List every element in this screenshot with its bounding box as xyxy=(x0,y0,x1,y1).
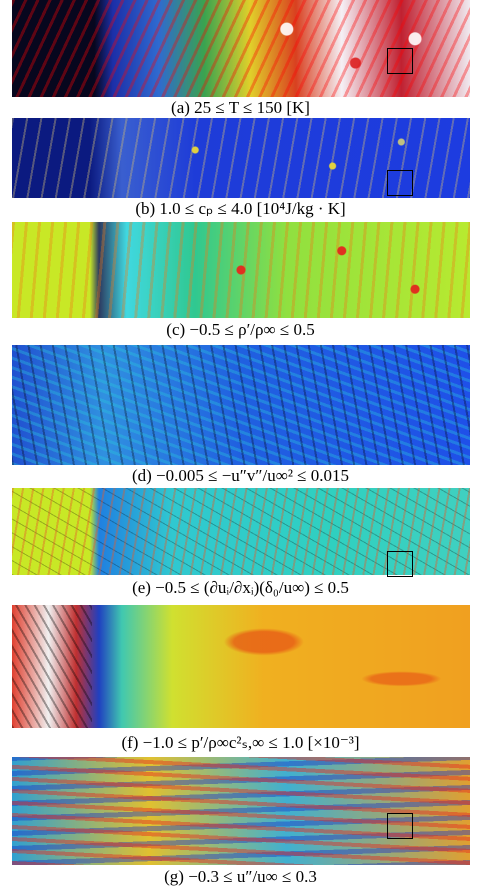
caption: (c) −0.5 ≤ ρ′/ρ∞ ≤ 0.5 xyxy=(166,320,315,339)
flow-field-panel xyxy=(12,605,470,728)
flow-field-panel xyxy=(12,118,470,198)
caption: (b) 1.0 ≤ cₚ ≤ 4.0 [10⁴J/kg · K] xyxy=(135,199,346,218)
highlight-box xyxy=(387,48,413,74)
flow-field-panel xyxy=(12,488,470,577)
flow-field-panel xyxy=(12,222,470,318)
caption: (a) 25 ≤ T ≤ 150 [K] xyxy=(171,98,310,117)
flow-field-panel xyxy=(12,345,470,465)
highlight-box xyxy=(387,170,413,196)
caption: (f) −1.0 ≤ p′/ρ∞c²ₛ,∞ ≤ 1.0 [×10⁻³] xyxy=(121,733,360,752)
caption: (d) −0.005 ≤ −u″v″/u∞² ≤ 0.015 xyxy=(131,466,349,485)
caption: (g) −0.3 ≤ u″/u∞ ≤ 0.3 xyxy=(164,867,317,886)
flow-field-panel xyxy=(12,757,470,865)
highlight-box xyxy=(387,813,413,839)
highlight-box xyxy=(387,551,413,577)
caption: (e) −0.5 ≤ (∂uᵢ/∂xᵢ)(δ₀/u∞) ≤ 0.5 xyxy=(132,578,349,597)
flow-field-panel xyxy=(12,0,470,97)
